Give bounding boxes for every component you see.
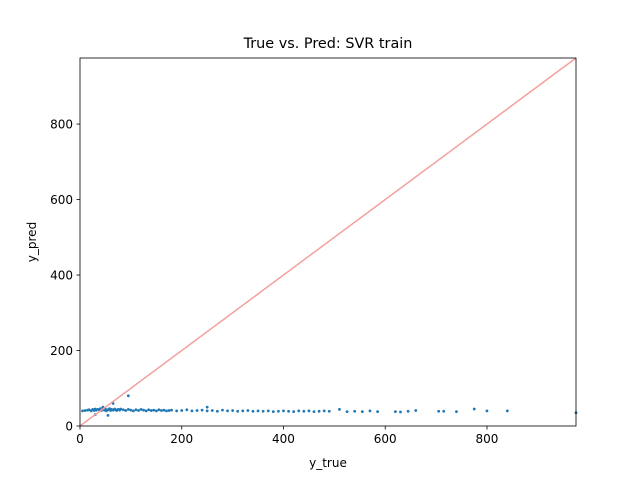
data-point xyxy=(241,409,245,413)
data-point xyxy=(322,409,326,413)
data-point xyxy=(142,408,145,412)
x-axis-label: y_true xyxy=(309,456,347,470)
data-point xyxy=(338,407,341,411)
y-tick-label: 800 xyxy=(50,118,73,132)
data-point xyxy=(360,410,364,414)
x-axis-ticks: 0 200 400 600 800 xyxy=(76,426,498,446)
data-point xyxy=(162,408,166,412)
y-tick-label: 0 xyxy=(65,420,73,434)
data-point xyxy=(83,409,87,412)
data-point xyxy=(205,409,209,413)
x-tick-label: 600 xyxy=(374,432,397,446)
data-point xyxy=(297,409,301,413)
data-point xyxy=(144,409,148,413)
data-point xyxy=(437,409,441,413)
data-point xyxy=(236,409,240,413)
data-point xyxy=(139,407,143,411)
data-point xyxy=(167,409,171,412)
data-point xyxy=(210,409,214,412)
data-point xyxy=(221,408,224,412)
data-point xyxy=(190,409,194,413)
axes-frame xyxy=(79,57,577,427)
data-point xyxy=(505,409,509,413)
data-point xyxy=(185,408,189,412)
data-point xyxy=(266,409,270,413)
data-point xyxy=(251,409,255,413)
data-point xyxy=(442,409,446,413)
data-point xyxy=(287,409,290,413)
data-point xyxy=(159,409,163,412)
data-point xyxy=(261,409,265,413)
data-point xyxy=(119,407,123,411)
data-point xyxy=(126,394,130,398)
data-point xyxy=(376,410,379,414)
data-point xyxy=(124,409,128,412)
data-point xyxy=(170,408,173,412)
x-tick-label: 400 xyxy=(272,432,295,446)
data-point xyxy=(205,405,209,409)
data-point xyxy=(414,409,418,412)
x-tick-label: 200 xyxy=(170,432,193,446)
data-point xyxy=(406,409,410,413)
y-axis-ticks: 0 200 400 600 800 xyxy=(50,118,80,434)
data-point xyxy=(277,409,280,413)
plot-area xyxy=(79,57,578,427)
y-axis-label: y_pred xyxy=(25,222,39,262)
data-point xyxy=(180,409,184,412)
data-point xyxy=(132,409,135,413)
data-point xyxy=(317,409,321,413)
data-point xyxy=(195,409,199,412)
y-tick-label: 400 xyxy=(50,269,73,283)
data-point xyxy=(312,410,316,414)
data-point xyxy=(106,414,110,417)
x-tick-label: 0 xyxy=(76,432,84,446)
data-point xyxy=(137,409,140,412)
data-point xyxy=(165,409,168,413)
data-point xyxy=(175,409,179,413)
data-point xyxy=(147,408,151,412)
data-point xyxy=(327,409,331,413)
data-point xyxy=(345,410,349,414)
data-point xyxy=(271,410,275,414)
data-point xyxy=(200,408,204,412)
data-point xyxy=(282,409,285,413)
data-point xyxy=(154,409,158,413)
data-point xyxy=(368,409,372,413)
data-point xyxy=(256,409,260,413)
identity-reference-line xyxy=(79,57,577,427)
data-point xyxy=(81,409,84,413)
data-point xyxy=(485,409,489,413)
data-point xyxy=(399,410,402,414)
data-point xyxy=(152,408,156,412)
data-point xyxy=(126,407,130,411)
data-point xyxy=(231,409,235,412)
scatter-series xyxy=(81,394,578,417)
data-point xyxy=(121,408,125,412)
data-point xyxy=(226,409,229,413)
data-point xyxy=(394,410,397,414)
data-point xyxy=(215,409,219,413)
y-tick-label: 600 xyxy=(50,193,73,207)
data-point xyxy=(353,409,357,413)
data-point xyxy=(302,409,306,413)
data-point xyxy=(134,408,138,412)
data-point xyxy=(149,409,153,412)
data-point xyxy=(129,408,133,412)
chart-title: True vs. Pred: SVR train xyxy=(243,36,413,52)
data-point xyxy=(307,409,311,413)
data-point xyxy=(455,410,458,414)
x-tick-label: 800 xyxy=(476,432,499,446)
data-point xyxy=(246,409,250,412)
data-point xyxy=(472,407,476,411)
y-tick-label: 200 xyxy=(50,344,73,358)
data-point xyxy=(157,408,161,412)
data-point xyxy=(292,410,296,414)
